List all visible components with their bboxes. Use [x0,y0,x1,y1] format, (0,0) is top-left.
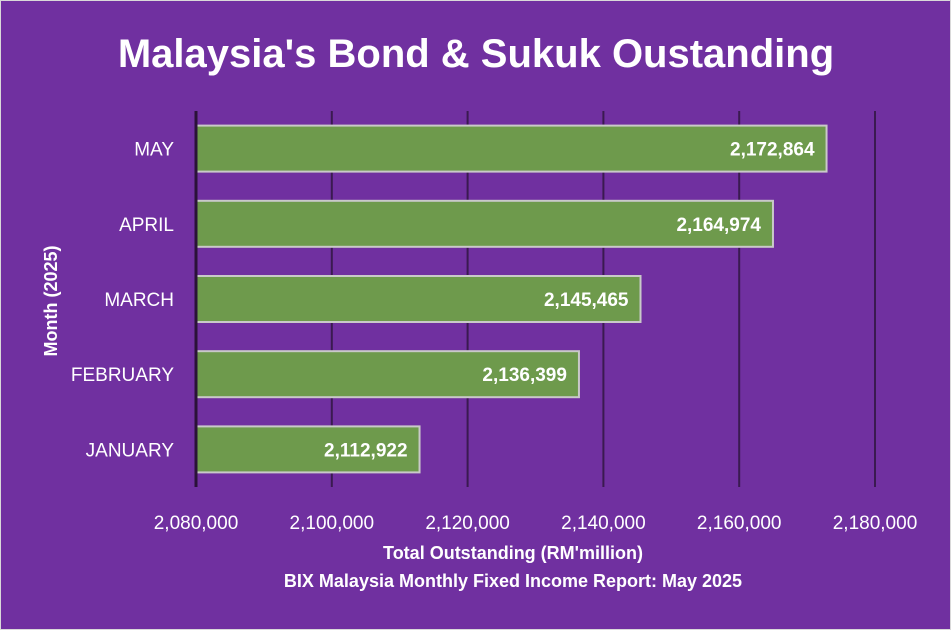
x-axis-title: Total Outstanding (RM'million) [383,543,643,563]
bar-march [195,275,642,323]
category-label: JANUARY [86,440,175,461]
category-label: FEBRUARY [71,365,174,386]
x-tick-label: 2,140,000 [561,513,646,534]
data-label: 2,112,922 [324,440,407,461]
category-labels: JANUARY FEBRUARY MARCH APRIL MAY [71,140,174,462]
bar-may [195,124,828,173]
bar-january [195,425,421,474]
x-tick-label: 2,180,000 [833,513,918,534]
x-tick-label: 2,120,000 [425,513,510,534]
x-tick-label: 2,160,000 [697,513,782,534]
x-tick-labels: 2,080,000 2,100,000 2,120,000 2,140,000 2,16… [154,513,918,534]
data-label: 2,172,864 [730,140,815,161]
x-tick-label: 2,080,000 [154,513,239,534]
data-labels: 2,112,922 2,136,399 2,145,465 2,164,974 2,17… [324,140,815,462]
category-label: APRIL [119,215,174,236]
data-label: 2,164,974 [676,215,761,236]
x-tick-label: 2,100,000 [290,513,375,534]
category-label: MARCH [104,290,174,311]
data-label: 2,145,465 [544,290,629,311]
y-axis-title: Month (2025) [41,245,61,356]
chart-title: Malaysia's Bond & Sukuk Oustanding [118,32,834,76]
data-label: 2,136,399 [482,365,567,386]
source-note: BIX Malaysia Monthly Fixed Income Report… [284,571,742,591]
bar-april [195,199,774,248]
category-label: MAY [134,140,174,161]
bars [195,124,828,474]
